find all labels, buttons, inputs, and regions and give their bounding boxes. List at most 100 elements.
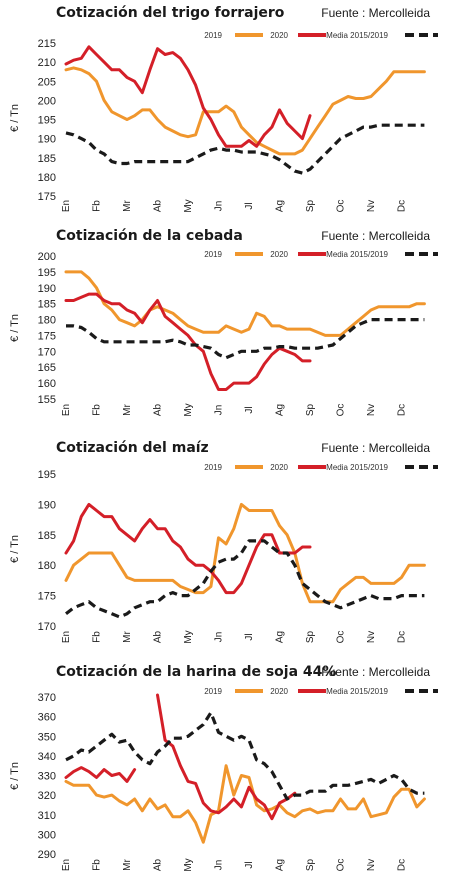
x-tick-label: Fb [92,631,103,643]
legend-label: 2019 [204,463,222,472]
y-tick-label: 370 [38,692,56,704]
legend-label: Media 2015/2019 [326,31,388,40]
series [65,711,425,801]
x-tick-label: Dc [397,859,408,871]
x-tick-label: Sp [305,199,316,212]
x-tick-label: Jn [214,405,225,416]
y-tick-label: 205 [38,76,56,88]
x-tick-label: My [183,630,194,643]
y-tick-label: 155 [38,394,56,406]
series [64,693,297,821]
y-tick-label: 340 [38,751,56,763]
chart-source: Fuente : Mercolleida [321,665,430,679]
y-tick-label: 190 [38,499,56,511]
legend-label: 2020 [270,250,288,259]
series-line [64,66,426,156]
y-tick-label: 175 [38,591,56,603]
x-tick-label: Ab [153,858,164,871]
x-tick-label: Ab [153,403,164,416]
y-tick-label: 170 [38,621,56,633]
y-tick-label: 300 [38,829,56,841]
chart-title: Cotización de la cebada [56,228,243,244]
y-tick-label: 185 [38,530,56,542]
chart-panel: Cotización de la harina de soja 44%Fuent… [9,664,438,872]
series-line [64,270,426,337]
series [64,66,426,156]
x-tick-label: Dc [397,404,408,416]
legend-label: 2019 [204,31,222,40]
x-tick-label: Fb [92,200,103,212]
series [65,123,425,175]
legend-label: 2020 [270,31,288,40]
series-line [64,502,312,595]
x-tick-label: Nv [366,859,377,871]
x-tick-label: Ag [275,404,286,416]
series-line [65,123,425,175]
y-tick-label: 310 [38,810,56,822]
y-tick-label: 215 [38,38,56,50]
x-tick-label: My [183,199,194,212]
series-line [65,711,425,801]
series-line [64,766,137,783]
legend: 2019 2020 Media 2015/2019 [204,687,438,696]
y-tick-label: 185 [38,153,56,165]
x-tick-label: En [61,859,72,871]
legend-label: 2020 [270,687,288,696]
y-tick-label: 180 [38,172,56,184]
legend-label: 2020 [270,463,288,472]
y-axis-label: € / Tn [9,314,21,342]
y-tick-label: 200 [38,95,56,107]
chart-panel: Cotización del maíz Fuente : Mercolleida 2… [9,440,438,644]
series [64,502,426,604]
legend-label: Media 2015/2019 [326,250,388,259]
x-tick-label: Jl [244,861,255,868]
legend: 2019 2020 Media 2015/2019 [204,31,438,40]
series-line [64,764,426,844]
series [66,318,425,360]
x-tick-label: Mr [122,200,133,212]
x-tick-label: Oc [336,200,347,213]
legend: 2019 2020 Media 2015/2019 [204,250,438,259]
y-tick-label: 360 [38,712,56,724]
series-line [66,318,425,360]
x-tick-label: En [61,200,72,212]
legend-label: 2019 [204,250,222,259]
y-tick-label: 195 [38,267,56,279]
x-tick-label: My [183,403,194,416]
y-tick-label: 210 [38,57,56,69]
y-tick-label: 195 [38,469,56,481]
y-axis-label: € / Tn [9,535,21,563]
y-tick-label: 330 [38,771,56,783]
chart-panel: Cotización del trigo forrajero Fuente : M… [9,5,438,213]
series [64,764,426,844]
chart-title: Cotización del trigo forrajero [56,5,285,21]
y-tick-label: 190 [38,134,56,146]
series-line [156,693,297,821]
legend-label: 2019 [204,687,222,696]
y-tick-label: 320 [38,790,56,802]
x-tick-label: Jl [244,633,255,640]
y-tick-label: 175 [38,191,56,203]
x-tick-label: Oc [336,631,347,644]
legend-label: Media 2015/2019 [326,463,388,472]
x-tick-label: Jn [214,860,225,871]
x-tick-label: En [61,404,72,416]
chart-title: Cotización del maíz [56,440,209,456]
x-tick-label: Nv [366,200,377,212]
y-tick-label: 165 [38,362,56,374]
x-tick-label: Jn [214,201,225,212]
y-tick-label: 160 [38,378,56,390]
series-line [64,45,312,148]
y-axis-label: € / Tn [9,762,21,790]
chart-source: Fuente : Mercolleida [321,229,430,243]
chart-source: Fuente : Mercolleida [321,441,430,455]
y-tick-label: 350 [38,731,56,743]
series-line [64,292,312,391]
x-tick-label: Jn [214,632,225,643]
x-tick-label: Mr [122,859,133,871]
y-axis-label: € / Tn [9,104,21,132]
legend: 2019 2020 Media 2015/2019 [204,463,438,472]
y-tick-label: 180 [38,315,56,327]
x-tick-label: Sp [305,858,316,871]
series [64,292,312,391]
